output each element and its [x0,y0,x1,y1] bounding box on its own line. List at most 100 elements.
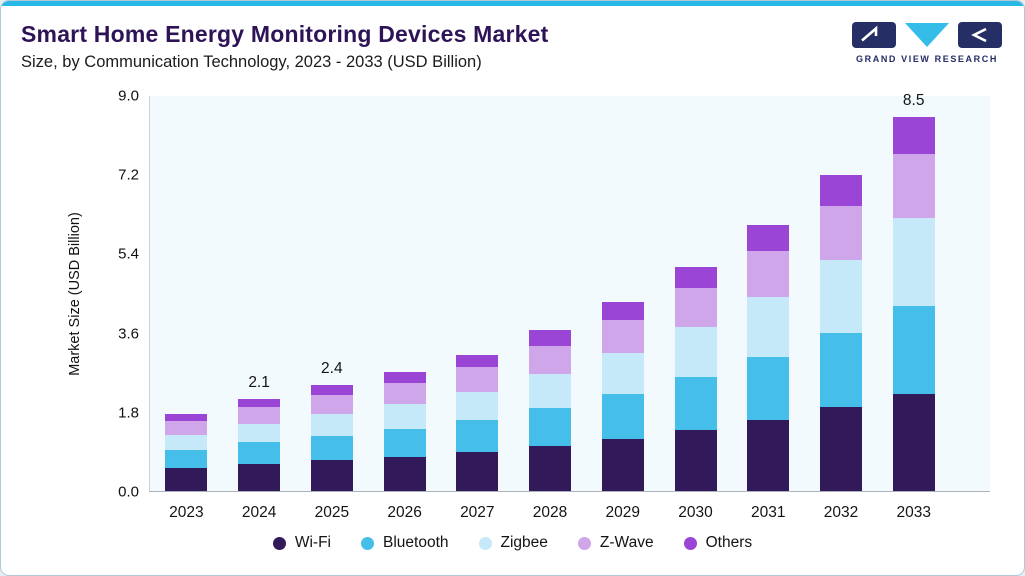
bar-segment-zigbee [674,326,717,378]
bar-segment-z-wave [456,367,499,392]
bar-segment-z-wave [601,319,644,353]
legend-label: Bluetooth [383,534,449,551]
legend-item-zigbee: Zigbee [478,534,548,552]
stacked-bar-2024 [238,398,281,491]
legend-label: Others [705,534,753,551]
y-axis-tick-label: 9.0 [118,87,139,105]
bar-segment-others [310,385,353,396]
stacked-bar-2033 [892,117,935,491]
legend-dot-icon [361,536,375,550]
stacked-bar-2028 [529,330,572,491]
y-axis-title: Market Size (USD Billion) [67,212,83,376]
bar-slot-2028: 2028 [514,96,587,521]
x-axis-tick-label: 2024 [241,504,277,521]
stacked-bar-2025 [310,385,353,491]
x-axis-tick-label: 2026 [387,504,422,521]
legend-item-wi-fi: Wi-Fi [272,534,332,552]
y-axis-tick-label: 5.4 [118,245,139,263]
bar-total-label: 8.5 [902,92,925,109]
bar-segment-z-wave [747,251,790,297]
bar-segment-wi-fi [892,393,935,491]
grand-view-research-logo: GRAND VIEW RESEARCH [852,21,1004,64]
x-axis-tick-label: 2029 [605,504,641,521]
bar-segment-bluetooth [529,408,572,447]
header: Smart Home Energy Monitoring Devices Mar… [1,6,1024,72]
x-axis-tick-label: 2023 [169,504,204,521]
page-subtitle: Size, by Communication Technology, 2023 … [21,53,482,71]
bar-segment-bluetooth [310,435,353,461]
bar-segment-zigbee [238,423,281,443]
y-axis-tick-label: 7.2 [118,166,139,184]
bar-slot-2032: 2032 [805,96,878,521]
bar-segment-others [529,330,572,346]
bar-segment-wi-fi [238,463,281,491]
bar-segment-bluetooth [456,420,499,453]
y-axis-tick-label: 3.6 [118,325,139,343]
bar-total-label: 2.4 [321,360,343,378]
bar-segment-wi-fi [529,446,572,491]
bar-slot-2025: 2.4 2025 [295,96,368,521]
bar-slot-2031: 2031 [732,96,805,521]
logo-icon [852,22,1002,48]
page-title: Smart Home Energy Monitoring Devices Mar… [21,21,549,47]
legend-label: Zigbee [500,534,548,551]
bar-segment-wi-fi [747,419,790,491]
bar-segment-wi-fi [456,452,499,491]
bar-segment-wi-fi [383,456,426,491]
stacked-bar-2030 [674,266,717,491]
bar-total-label: 2.1 [248,373,270,391]
bar-segment-z-wave [819,205,862,261]
bar-segment-z-wave [383,383,426,405]
bars-row: 2023 2.1 2024 2.4 2025 2026 2027 2028 2029 2030 20… [150,92,990,521]
bar-slot-2030: 2030 [659,96,732,521]
chart-area: Market Size (USD Billion) 0.0 1.8 3.6 5.4 7.… [61,88,990,521]
legend-dot-icon [577,536,591,550]
stacked-bar-2023 [165,414,208,491]
bar-slot-2024: 2.1 2024 [223,96,296,521]
bar-segment-zigbee [601,352,644,395]
bar-slot-2027: 2027 [441,96,514,521]
bar-slot-2023: 2023 [150,96,223,521]
bar-segment-wi-fi [601,438,644,491]
bar-segment-bluetooth [601,394,644,439]
logo-text: GRAND VIEW RESEARCH [856,54,998,64]
bar-segment-others [819,174,862,206]
legend-item-z-wave: Z-Wave [577,534,654,552]
bar-segment-wi-fi [819,407,862,491]
bar-segment-zigbee [819,260,862,334]
x-axis-tick-label: 2031 [751,504,786,521]
bar-segment-zigbee [310,414,353,436]
bar-segment-zigbee [892,217,935,306]
bar-slot-2033: 8.5 2033 [877,92,950,521]
legend-item-bluetooth: Bluetooth [361,534,449,552]
bar-segment-zigbee [383,404,426,429]
y-axis-tick-label: 1.8 [118,404,139,422]
bar-segment-wi-fi [310,460,353,491]
bar-segment-bluetooth [383,428,426,457]
bar-segment-z-wave [165,421,208,436]
bar-segment-others [892,117,935,155]
x-axis-tick-label: 2032 [823,504,859,521]
bar-segment-others [383,372,426,384]
legend-dot-icon [272,536,286,550]
stacked-bar-2026 [383,372,426,491]
bar-slot-2026: 2026 [368,96,441,521]
legend-label: Wi-Fi [294,534,332,551]
legend-dot-icon [683,536,697,550]
x-axis-tick-label: 2027 [460,504,495,521]
bar-segment-bluetooth [238,442,281,464]
y-axis-ticks: 0.0 1.8 3.6 5.4 7.2 9.0 [89,88,149,501]
y-axis-tick-label: 0.0 [118,483,139,501]
bar-segment-bluetooth [892,305,935,394]
bar-segment-bluetooth [165,450,208,469]
x-axis-tick-label: 2030 [678,504,713,521]
bar-slot-2029: 2029 [586,96,659,521]
bar-segment-others [601,301,644,320]
bar-segment-z-wave [674,288,717,327]
bar-segment-bluetooth [819,333,862,408]
bar-segment-zigbee [747,297,790,358]
x-axis-tick-label: 2025 [314,504,350,521]
bar-segment-bluetooth [674,377,717,430]
stacked-bar-2029 [601,301,644,491]
plot-area: 2023 2.1 2024 2.4 2025 2026 2027 2028 2029 2030 20… [149,92,990,521]
